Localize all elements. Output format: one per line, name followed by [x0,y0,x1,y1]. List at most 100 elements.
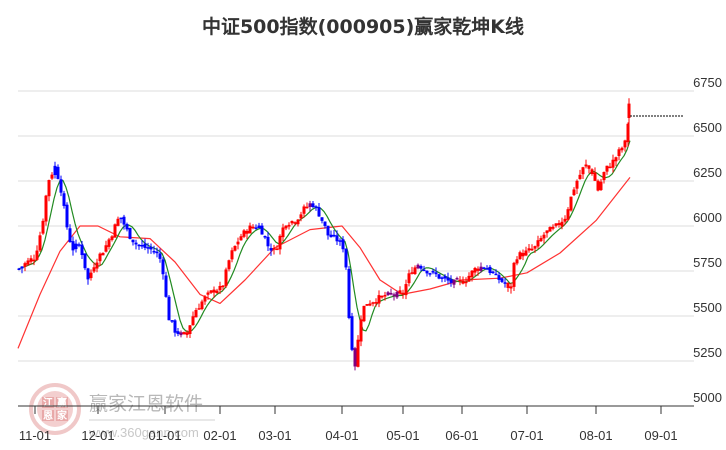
candle [209,290,213,293]
candle [500,278,504,282]
candle [221,285,225,288]
candle [608,166,612,169]
y-tick-label: 6500 [693,120,722,135]
candle [374,302,378,304]
candle [164,275,168,297]
candle [278,235,282,250]
candle [41,220,45,234]
candle [587,165,591,169]
candle [104,245,108,252]
candle [338,240,342,242]
candle [353,348,357,367]
candle [485,268,489,270]
candle [386,292,390,296]
candle [53,165,57,176]
x-axis: 11-01 12-01 01-01 02-01 03-01 04-01 05-01 06-01… [18,405,694,443]
candle [335,235,339,242]
y-tick-label: 6750 [693,75,722,90]
candle [605,165,609,172]
candle [86,268,90,280]
candle [377,295,381,304]
candle [23,263,27,267]
candle [62,193,66,206]
watermark-brand: 赢家江恩软件 [89,393,203,415]
candle [113,224,117,238]
candle [476,268,480,271]
svg-text:江: 江 [43,396,53,409]
candle [398,290,402,294]
candle [620,147,624,151]
candle [146,247,150,249]
candle [392,294,396,296]
candle [263,235,267,238]
candle [161,259,165,275]
candle [449,279,453,283]
chart-title: 中证500指数(000905)赢家乾坤K线 [201,16,525,38]
candle [467,275,471,282]
candle [197,308,201,310]
candle [581,167,585,175]
candle [122,216,126,225]
candle [110,236,114,240]
candle [572,189,576,196]
candle [590,169,594,174]
candle [215,290,219,294]
candle [350,316,354,350]
candle [74,243,78,250]
candle [77,244,81,246]
candle [551,226,555,229]
candle [260,225,264,235]
y-tick-label: 6000 [693,210,722,225]
candle [332,234,336,237]
candle [320,217,324,221]
candle [422,269,426,272]
candle [419,266,423,269]
candle [437,274,441,279]
x-tick-label: 11-01 [19,428,51,443]
candle [308,203,312,207]
candle [578,174,582,180]
candle [530,248,534,251]
candle [371,302,375,304]
candle [401,292,405,295]
candle [326,225,330,236]
candle [182,332,186,335]
candle [458,279,462,282]
candle [596,180,600,191]
candle [71,241,75,251]
candle [80,244,84,256]
candle [95,262,99,269]
candle [137,244,141,247]
candle [98,253,102,262]
candle [617,149,621,157]
candle [179,332,183,336]
candle [191,316,195,326]
candle [569,196,573,211]
candle [47,180,51,197]
candle [287,224,291,227]
candle [368,303,372,306]
x-tick-label: 12-01 [81,428,114,443]
candle [188,325,192,335]
candle [170,320,174,322]
candle [407,273,411,284]
candle [497,275,501,280]
candle [134,242,138,245]
candle [101,252,105,256]
candle [311,203,315,208]
x-tick-label: 02-01 [203,428,236,443]
candle [383,294,387,297]
candle [128,228,132,239]
candle [548,227,552,232]
y-tick-label: 5500 [693,300,722,315]
candle [491,271,495,274]
candle [140,245,144,247]
candle [356,339,360,367]
svg-text:恩: 恩 [43,410,53,422]
candle [89,272,93,279]
candle [506,282,510,288]
candle [20,266,24,269]
candle [359,319,363,342]
candle [269,248,273,251]
candle [344,248,348,268]
